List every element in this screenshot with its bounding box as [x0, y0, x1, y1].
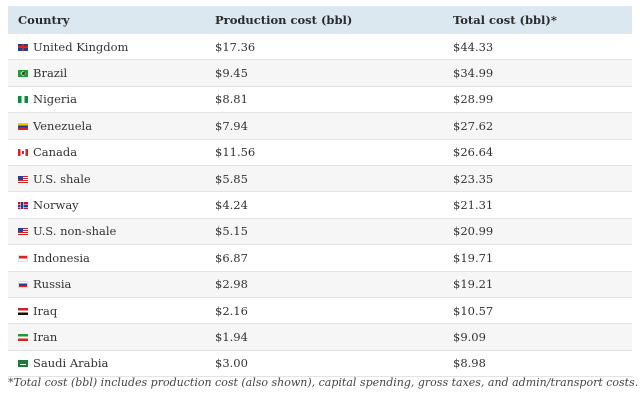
header-production-cost: Production cost (bbl) [215, 13, 353, 27]
iraq-flag-icon [18, 307, 28, 315]
country-name: United Kingdom [33, 39, 129, 54]
table-row: Iraq $2.16 $10.57 [8, 297, 632, 325]
production-cost-cell: $8.81 [205, 86, 443, 114]
table-row: Russia $2.98 $19.21 [8, 271, 632, 298]
production-cost-cell: $17.36 [205, 34, 443, 61]
production-cost-cell: $7.94 [205, 112, 443, 140]
country-name: Brazil [33, 66, 68, 81]
total-cost-cell: $34.99 [443, 59, 632, 87]
country-name: U.S. shale [33, 171, 91, 186]
oil-cost-table: Country Production cost (bbl) Total cost… [8, 6, 632, 378]
russia-flag-icon [18, 281, 28, 289]
table-row: Saudi Arabia $3.00 $8.98 [8, 350, 632, 378]
table-row: Brazil $9.45 $34.99 [8, 59, 632, 87]
us-flag-icon [18, 175, 28, 183]
country-name: Iran [33, 329, 58, 344]
total-cost-cell: $19.21 [443, 271, 632, 298]
production-cost-cell: $3.00 [205, 350, 443, 378]
country-name: Saudi Arabia [33, 356, 109, 371]
total-cost-cell: $9.09 [443, 323, 632, 351]
iran-flag-icon [18, 333, 28, 341]
production-cost-cell: $9.45 [205, 59, 443, 87]
table-row: Venezuela $7.94 $27.62 [8, 112, 632, 140]
country-cell: Brazil [8, 59, 205, 87]
table-row: Indonesia $6.87 $19.71 [8, 244, 632, 272]
country-cell: U.S. non-shale [8, 218, 205, 246]
footnote: *Total cost (bbl) includes production co… [8, 376, 639, 389]
country-cell: Russia [8, 271, 205, 298]
production-cost-cell: $2.98 [205, 271, 443, 298]
total-cost-cell: $19.71 [443, 244, 632, 272]
country-cell: Venezuela [8, 112, 205, 140]
country-name: Venezuela [33, 118, 93, 133]
country-cell: United Kingdom [8, 34, 205, 61]
country-name: Canada [33, 145, 78, 160]
country-cell: Nigeria [8, 86, 205, 114]
country-name: Indonesia [33, 250, 90, 265]
total-cost-cell: $26.64 [443, 139, 632, 166]
total-cost-cell: $27.62 [443, 112, 632, 140]
country-cell: U.S. shale [8, 165, 205, 193]
table-header-row: Country Production cost (bbl) Total cost… [8, 6, 632, 34]
production-cost-cell: $11.56 [205, 139, 443, 166]
brazil-flag-icon [18, 70, 28, 78]
table-row: Iran $1.94 $9.09 [8, 323, 632, 351]
total-cost-cell: $20.99 [443, 218, 632, 246]
country-cell: Iraq [8, 297, 205, 325]
us-flag-icon [18, 228, 28, 236]
total-cost-cell: $44.33 [443, 34, 632, 61]
total-cost-cell: $21.31 [443, 191, 632, 219]
table-row: U.S. shale $5.85 $23.35 [8, 165, 632, 193]
country-name: U.S. non-shale [33, 224, 117, 239]
total-cost-cell: $28.99 [443, 86, 632, 114]
production-cost-cell: $1.94 [205, 323, 443, 351]
total-cost-cell: $23.35 [443, 165, 632, 193]
indonesia-flag-icon [18, 254, 28, 262]
country-name: Norway [33, 198, 79, 213]
country-name: Nigeria [33, 92, 77, 107]
header-country: Country [18, 13, 70, 27]
table-row: United Kingdom $17.36 $44.33 [8, 34, 632, 61]
country-cell: Norway [8, 191, 205, 219]
canada-flag-icon [18, 149, 28, 157]
production-cost-cell: $2.16 [205, 297, 443, 325]
country-cell: Indonesia [8, 244, 205, 272]
country-cell: Saudi Arabia [8, 350, 205, 378]
table-row: Nigeria $8.81 $28.99 [8, 86, 632, 114]
production-cost-cell: $6.87 [205, 244, 443, 272]
uk-flag-icon [18, 43, 28, 51]
production-cost-cell: $5.15 [205, 218, 443, 246]
total-cost-cell: $10.57 [443, 297, 632, 325]
country-name: Russia [33, 277, 72, 292]
country-cell: Canada [8, 139, 205, 166]
saudi-arabia-flag-icon [18, 360, 28, 368]
table-row: Norway $4.24 $21.31 [8, 191, 632, 219]
norway-flag-icon [18, 202, 28, 210]
venezuela-flag-icon [18, 122, 28, 130]
nigeria-flag-icon [18, 96, 28, 104]
country-name: Iraq [33, 303, 58, 318]
table-row: Canada $11.56 $26.64 [8, 139, 632, 166]
production-cost-cell: $5.85 [205, 165, 443, 193]
table-row: U.S. non-shale $5.15 $20.99 [8, 218, 632, 246]
total-cost-cell: $8.98 [443, 350, 632, 378]
country-cell: Iran [8, 323, 205, 351]
production-cost-cell: $4.24 [205, 191, 443, 219]
header-total-cost: Total cost (bbl)* [453, 13, 557, 27]
